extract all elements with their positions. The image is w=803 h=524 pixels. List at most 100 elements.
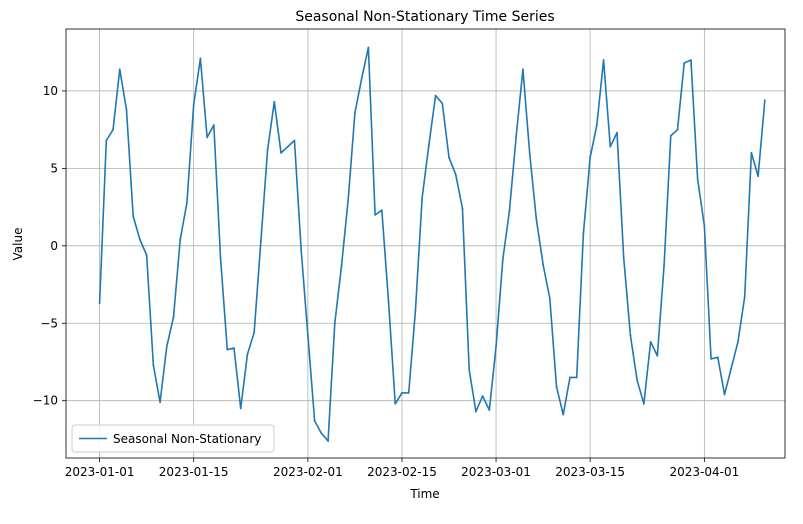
data-point bbox=[569, 376, 571, 379]
data-point bbox=[98, 302, 101, 305]
data-point bbox=[145, 254, 148, 257]
series-layer bbox=[98, 46, 766, 442]
data-point bbox=[380, 209, 383, 212]
x-tick-label: 2023-03-15 bbox=[555, 465, 625, 479]
data-point bbox=[683, 62, 686, 64]
data-point bbox=[199, 57, 202, 60]
data-point bbox=[636, 379, 639, 382]
x-tick-label: 2023-01-15 bbox=[159, 465, 229, 479]
data-point bbox=[548, 297, 551, 300]
series-line bbox=[98, 46, 766, 442]
data-point bbox=[172, 316, 175, 318]
data-point bbox=[434, 94, 437, 97]
data-point bbox=[280, 152, 282, 154]
data-point bbox=[515, 134, 518, 137]
data-point bbox=[360, 77, 363, 80]
data-point bbox=[333, 322, 336, 325]
data-point bbox=[495, 345, 497, 348]
data-point bbox=[616, 131, 618, 134]
data-point bbox=[293, 139, 296, 142]
data-point bbox=[663, 265, 665, 267]
data-point bbox=[555, 385, 558, 388]
data-point bbox=[475, 410, 477, 413]
data-point bbox=[152, 364, 155, 366]
data-point bbox=[696, 178, 699, 181]
data-point bbox=[387, 300, 390, 303]
data-point bbox=[737, 340, 739, 343]
data-point bbox=[488, 409, 491, 411]
data-point bbox=[575, 376, 578, 379]
data-point bbox=[589, 156, 592, 159]
data-point bbox=[320, 432, 323, 435]
data-point bbox=[716, 356, 719, 359]
x-tick-label: 2023-02-01 bbox=[273, 465, 343, 479]
data-point bbox=[441, 102, 444, 105]
data-point bbox=[528, 152, 531, 154]
data-point bbox=[427, 144, 430, 147]
data-point bbox=[421, 196, 424, 199]
data-point bbox=[622, 257, 625, 260]
data-point bbox=[690, 59, 692, 61]
data-point bbox=[186, 201, 188, 204]
legend-entry: Seasonal Non-Stationary bbox=[113, 432, 261, 446]
data-point bbox=[340, 265, 343, 267]
data-point bbox=[448, 156, 450, 159]
data-point bbox=[454, 173, 457, 176]
y-tick-label: 5 bbox=[50, 161, 58, 175]
x-tick-label: 2023-03-01 bbox=[461, 465, 531, 479]
data-point bbox=[582, 232, 585, 235]
data-point bbox=[266, 148, 269, 151]
data-point bbox=[118, 68, 121, 71]
data-point bbox=[165, 345, 168, 348]
data-point bbox=[461, 207, 464, 210]
data-point bbox=[273, 100, 276, 103]
data-point bbox=[313, 419, 316, 422]
data-point bbox=[179, 238, 182, 241]
data-point bbox=[354, 111, 356, 114]
data-point bbox=[246, 353, 249, 356]
data-point bbox=[629, 334, 632, 337]
data-point bbox=[501, 258, 504, 261]
data-point bbox=[730, 367, 733, 370]
y-tick-label: 0 bbox=[50, 239, 58, 253]
plot-frame bbox=[65, 28, 786, 459]
data-point bbox=[562, 413, 565, 416]
data-point bbox=[542, 263, 544, 266]
y-tick-label: 10 bbox=[43, 84, 58, 98]
data-point bbox=[125, 108, 128, 111]
data-point bbox=[401, 392, 403, 394]
legend: Seasonal Non-Stationary bbox=[71, 424, 275, 453]
data-point bbox=[508, 209, 511, 212]
x-tick-label: 2023-02-15 bbox=[367, 465, 437, 479]
data-point bbox=[374, 213, 376, 216]
data-point bbox=[649, 340, 652, 343]
data-point bbox=[394, 402, 397, 405]
data-point bbox=[407, 392, 410, 394]
data-point bbox=[259, 240, 262, 243]
data-point bbox=[105, 139, 108, 142]
y-axis-label: Value bbox=[11, 228, 25, 261]
data-point bbox=[703, 224, 706, 227]
data-point bbox=[233, 347, 235, 349]
data-point bbox=[414, 309, 417, 312]
data-point bbox=[757, 175, 760, 178]
data-point bbox=[212, 124, 215, 126]
data-point bbox=[710, 357, 712, 360]
data-point bbox=[535, 218, 538, 221]
data-point bbox=[595, 124, 598, 126]
data-point bbox=[159, 401, 161, 404]
data-point bbox=[750, 152, 753, 154]
data-point bbox=[253, 331, 256, 334]
chart-title: Seasonal Non-Stationary Time Series bbox=[295, 9, 554, 25]
data-point bbox=[307, 334, 309, 337]
data-point bbox=[226, 348, 229, 351]
data-point bbox=[743, 296, 746, 298]
x-tick-label: 2023-04-01 bbox=[669, 465, 739, 479]
x-axis-label: Time bbox=[409, 487, 439, 501]
y-tick-label: −5 bbox=[40, 316, 58, 330]
data-point bbox=[112, 128, 114, 131]
data-point bbox=[481, 395, 484, 397]
data-point bbox=[219, 257, 222, 260]
